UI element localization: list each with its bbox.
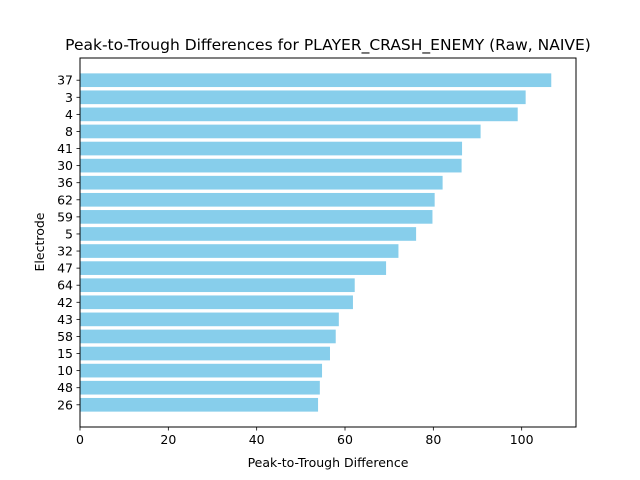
y-tick-label: 41 xyxy=(57,141,73,156)
y-tick-label: 4 xyxy=(65,107,73,122)
x-tick-label: 20 xyxy=(160,432,176,447)
y-tick-label: 62 xyxy=(57,192,73,207)
x-tick-label: 40 xyxy=(249,432,265,447)
bar-electrode-48 xyxy=(80,380,320,395)
y-tick-label: 15 xyxy=(57,346,73,361)
y-tick-label: 37 xyxy=(57,73,73,88)
bar-electrode-3 xyxy=(80,90,526,105)
y-tick-label: 42 xyxy=(57,295,73,310)
y-tick-label: 64 xyxy=(57,278,73,293)
y-tick-label: 58 xyxy=(57,329,73,344)
bar-electrode-43 xyxy=(80,312,339,327)
x-tick-label: 0 xyxy=(76,432,84,447)
x-tick-label: 80 xyxy=(425,432,441,447)
x-tick-label: 100 xyxy=(510,432,534,447)
bar-electrode-37 xyxy=(80,73,552,88)
bar-electrode-26 xyxy=(80,397,319,412)
bar-electrode-8 xyxy=(80,124,481,139)
y-tick-label: 26 xyxy=(57,397,73,412)
bar-electrode-4 xyxy=(80,107,518,122)
y-tick-label: 48 xyxy=(57,380,73,395)
y-tick-label: 32 xyxy=(57,244,73,259)
bar-electrode-47 xyxy=(80,261,387,275)
bar-electrode-5 xyxy=(80,227,417,241)
x-axis-label: Peak-to-Trough Difference xyxy=(248,455,409,470)
y-tick-label: 8 xyxy=(65,124,73,139)
y-tick-label: 59 xyxy=(57,209,73,224)
bar-electrode-41 xyxy=(80,141,463,156)
y-tick-label: 30 xyxy=(57,158,73,173)
chart-title: Peak-to-Trough Differences for PLAYER_CR… xyxy=(65,36,591,55)
bars-group xyxy=(80,73,552,412)
plot-frame xyxy=(79,57,577,428)
bar-electrode-32 xyxy=(80,244,399,258)
bar-electrode-59 xyxy=(80,210,433,224)
bar-electrode-42 xyxy=(80,295,353,310)
bar-electrode-62 xyxy=(80,192,435,207)
bar-electrode-10 xyxy=(80,363,323,378)
y-tick-label: 3 xyxy=(65,90,73,105)
x-ticks: 0 20 40 60 80 100 xyxy=(76,427,534,447)
x-tick-label: 60 xyxy=(337,432,353,447)
bar-electrode-15 xyxy=(80,346,330,361)
bar-electrode-58 xyxy=(80,329,336,344)
y-tick-label: 47 xyxy=(57,261,73,276)
bar-electrode-64 xyxy=(80,278,355,293)
y-tick-label: 36 xyxy=(57,175,73,190)
bar-electrode-36 xyxy=(80,175,443,190)
y-tick-label: 43 xyxy=(57,312,73,327)
y-axis-label: Electrode xyxy=(32,212,47,271)
bar-electrode-30 xyxy=(80,158,462,173)
y-tick-label: 10 xyxy=(57,363,73,378)
y-tick-label: 5 xyxy=(65,226,73,241)
